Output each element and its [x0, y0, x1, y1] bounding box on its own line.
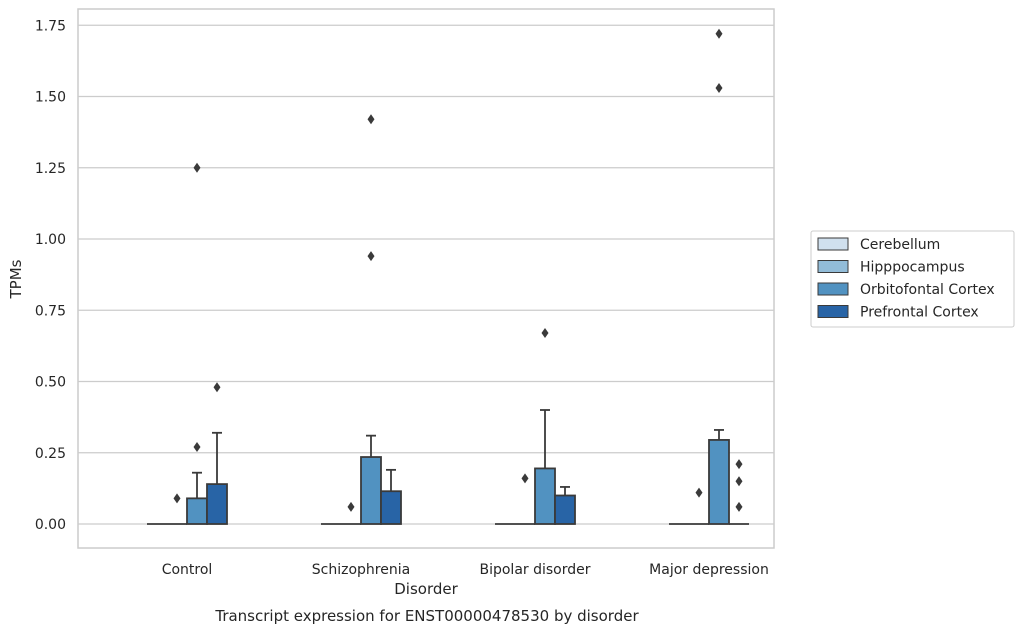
legend-label: Prefrontal Cortex	[860, 305, 979, 321]
outlier-point	[193, 442, 201, 453]
y-tick-label: 0.50	[35, 375, 66, 391]
bar	[708, 439, 730, 525]
legend-label: Hipppocampus	[860, 260, 965, 276]
x-tick-label: Schizophrenia	[312, 562, 410, 578]
chart-caption: Transcript expression for ENST0000047853…	[214, 607, 639, 625]
y-tick-label: 1.25	[35, 161, 66, 177]
y-tick-label: 1.00	[35, 232, 66, 248]
plot-frame	[77, 8, 775, 549]
legend-label: Orbitofontal Cortex	[860, 282, 995, 298]
legend-swatch	[817, 260, 849, 273]
outlier-point	[193, 162, 201, 173]
x-tick-label: Bipolar disorder	[479, 562, 590, 578]
legend: Cerebellum Hipppocampus Orbitofontal Corte…	[810, 230, 1015, 328]
outlier-point	[735, 501, 743, 512]
outlier-point	[735, 459, 743, 470]
outlier-point	[735, 476, 743, 487]
outlier-point	[173, 493, 181, 504]
legend-label: Cerebellum	[860, 237, 940, 253]
bar	[380, 490, 402, 525]
outlier-point	[695, 487, 703, 498]
outlier-point	[715, 28, 723, 39]
bar	[534, 467, 556, 525]
y-tick-label: 1.50	[35, 90, 66, 106]
bar	[186, 497, 208, 525]
legend-box	[810, 230, 1015, 328]
bar	[360, 456, 382, 525]
x-tick-label: Major depression	[649, 562, 769, 578]
outlier-point	[715, 82, 723, 93]
outlier-point	[347, 501, 355, 512]
grid-lines	[78, 24, 774, 525]
outlier-point	[367, 251, 375, 262]
y-tick-label: 1.75	[35, 18, 66, 34]
outlier-point	[521, 473, 529, 484]
bar	[206, 483, 228, 525]
legend-swatch	[817, 237, 849, 251]
y-tick-label: 0.00	[35, 517, 66, 533]
y-tick-label: 0.25	[35, 446, 66, 462]
outlier-point	[213, 382, 221, 393]
x-axis-title: Disorder	[394, 580, 458, 598]
bars	[147, 409, 749, 525]
x-tick-label: Control	[162, 562, 213, 578]
legend-swatch	[817, 305, 849, 318]
outlier-point	[541, 328, 549, 339]
x-tick-labels: Control Schizophrenia Bipolar disorder Majo…	[162, 562, 769, 578]
bar	[554, 494, 576, 525]
legend-swatch	[817, 282, 849, 296]
outliers	[173, 28, 743, 512]
outlier-point	[367, 114, 375, 125]
y-axis-title: TPMs	[7, 259, 25, 299]
y-tick-label: 0.75	[35, 303, 66, 319]
y-tick-labels: 0.00 0.25 0.50 0.75 1.00 1.25 1.50 1.75	[35, 18, 66, 533]
